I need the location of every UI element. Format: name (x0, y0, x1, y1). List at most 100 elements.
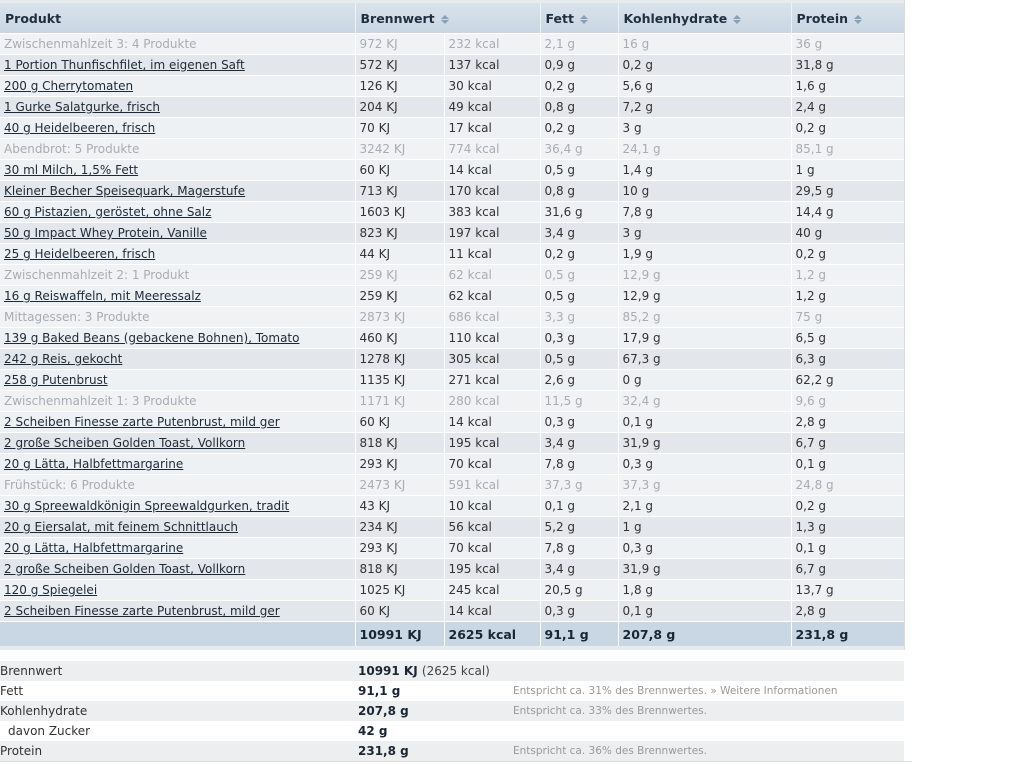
kcal-cell: 170 kcal (443, 180, 541, 202)
carbs-cell: 0,3 g (617, 537, 792, 559)
kcal-cell: 70 kcal (443, 453, 541, 475)
fat-cell: 7,8 g (539, 453, 619, 475)
summary-energy-value: 10991 KJ (2625 kcal) (358, 661, 490, 681)
header-protein[interactable]: Protein (790, 3, 905, 34)
kj-cell: 818 KJ (354, 558, 444, 580)
kj-cell: 259 KJ (354, 285, 444, 307)
table-row: 30 g Spreewaldkönigin Spreewaldgurken, t… (0, 495, 905, 517)
product-cell: 40 g Heidelbeeren, frisch (0, 117, 355, 139)
product-link[interactable]: Kleiner Becher Speisequark, Magerstufe (4, 184, 246, 198)
product-link[interactable]: 120 g Spiegelei (4, 583, 98, 597)
table-row: 60 g Pistazien, geröstet, ohne Salz 1603 … (0, 201, 905, 223)
protein-cell: 9,6 g (790, 390, 905, 412)
product-link[interactable]: 2 Scheiben Finesse zarte Putenbrust, mil… (4, 415, 280, 429)
product-link[interactable]: 16 g Reiswaffeln, mit Meeressalz (4, 289, 201, 303)
fat-cell: 2,6 g (539, 369, 619, 391)
kcal-cell: 195 kcal (443, 558, 541, 580)
sort-arrows-icon[interactable] (733, 14, 742, 24)
product-link[interactable]: 200 g Cherrytomaten (4, 79, 134, 93)
carbs-cell: 10 g (617, 180, 792, 202)
carbs-cell: 67,3 g (617, 348, 792, 370)
product-link[interactable]: 25 g Heidelbeeren, frisch (4, 247, 156, 261)
protein-cell: 1,2 g (790, 285, 905, 307)
protein-cell: 6,3 g (790, 348, 905, 370)
product-link[interactable]: 258 g Putenbrust (4, 373, 108, 387)
summary-carbs-label: Kohlenhydrate (0, 704, 88, 718)
header-product[interactable]: Produkt (0, 3, 355, 34)
protein-cell: 1,3 g (790, 516, 905, 538)
header-energy[interactable]: Brennwert (354, 3, 541, 34)
product-link[interactable]: 2 Scheiben Finesse zarte Putenbrust, mil… (4, 604, 280, 618)
product-cell: 2 Scheiben Finesse zarte Putenbrust, mil… (0, 411, 355, 433)
header-energy-label: Brennwert (360, 10, 435, 26)
kj-cell: 572 KJ (354, 54, 444, 76)
protein-cell: 6,5 g (790, 327, 905, 349)
total-protein: 231,8 g (790, 621, 905, 646)
product-link[interactable]: 139 g Baked Beans (gebackene Bohnen), To… (4, 331, 300, 345)
summary-carbs-value: 207,8 g (358, 704, 409, 718)
kcal-cell: 197 kcal (443, 222, 541, 244)
product-link[interactable]: 242 g Reis, gekocht (4, 352, 123, 366)
summary-protein-value: 231,8 g (358, 744, 409, 758)
kj-cell: 60 KJ (354, 411, 444, 433)
summary-protein-row: Protein 231,8 g Entspricht ca. 36% des B… (0, 741, 904, 761)
product-link[interactable]: 1 Portion Thunfischfilet, im eigenen Saf… (4, 58, 245, 72)
carbs-cell: 31,9 g (617, 558, 792, 580)
product-link[interactable]: 20 g Lätta, Halbfettmargarine (4, 457, 184, 471)
product-link[interactable]: 2 große Scheiben Golden Toast, Vollkorn (4, 562, 246, 576)
carbs-cell: 12,9 g (617, 285, 792, 307)
meal-group-label: Mittagessen: 3 Produkte (4, 310, 150, 324)
product-link[interactable]: 20 g Lätta, Halbfettmargarine (4, 541, 184, 555)
product-link[interactable]: 2 große Scheiben Golden Toast, Vollkorn (4, 436, 246, 450)
fat-cell: 0,8 g (539, 180, 619, 202)
sort-arrows-icon[interactable] (440, 14, 449, 24)
fat-cell: 31,6 g (539, 201, 619, 223)
sort-arrows-icon[interactable] (579, 14, 588, 24)
kj-cell: 1171 KJ (354, 390, 444, 412)
header-carbs[interactable]: Kohlenhydrate (617, 3, 792, 34)
kcal-cell: 62 kcal (443, 264, 541, 286)
carbs-cell: 12,9 g (617, 264, 792, 286)
product-link[interactable]: 20 g Eiersalat, mit feinem Schnittlauch (4, 520, 239, 534)
kcal-cell: 17 kcal (443, 117, 541, 139)
sort-arrows-icon[interactable] (854, 14, 863, 24)
protein-cell: 31,8 g (790, 54, 905, 76)
table-row: 50 g Impact Whey Protein, Vanille 823 KJ 1… (0, 222, 905, 244)
carbs-cell: 37,3 g (617, 474, 792, 496)
protein-cell: 0,1 g (790, 453, 905, 475)
carbs-cell: 85,2 g (617, 306, 792, 328)
meal-group-label: Zwischenmahlzeit 3: 4 Produkte (4, 37, 197, 51)
protein-cell: 0,2 g (790, 117, 905, 139)
more-info-link[interactable]: » Weitere Informationen (710, 685, 838, 697)
carbs-cell: 0 g (617, 369, 792, 391)
summary-protein-note: Entspricht ca. 36% des Brennwertes. (513, 745, 707, 757)
product-link[interactable]: 30 g Spreewaldkönigin Spreewaldgurken, t… (4, 499, 290, 513)
product-cell: 1 Gurke Salatgurke, frisch (0, 96, 355, 118)
header-fat[interactable]: Fett (539, 3, 619, 34)
protein-cell: 62,2 g (790, 369, 905, 391)
table-row: 40 g Heidelbeeren, frisch 70 KJ 17 kcal 0,2… (0, 117, 905, 139)
product-link[interactable]: 40 g Heidelbeeren, frisch (4, 121, 156, 135)
nutrition-table: Produkt Brennwert Fett Kohlenhydrate Pro… (0, 3, 905, 646)
carbs-cell: 0,3 g (617, 453, 792, 475)
nutrition-panel: Produkt Brennwert Fett Kohlenhydrate Pro… (0, 0, 905, 650)
table-row: 2 große Scheiben Golden Toast, Vollkorn 8… (0, 558, 905, 580)
summary-energy-kcal: (2625 kcal) (421, 664, 490, 678)
product-cell: 139 g Baked Beans (gebackene Bohnen), To… (0, 327, 355, 349)
product-cell: 20 g Lätta, Halbfettmargarine (0, 537, 355, 559)
product-link[interactable]: 60 g Pistazien, geröstet, ohne Salz (4, 205, 212, 219)
product-link[interactable]: 1 Gurke Salatgurke, frisch (4, 100, 161, 114)
fat-cell: 0,5 g (539, 159, 619, 181)
table-row: Kleiner Becher Speisequark, Magerstufe 71… (0, 180, 905, 202)
product-link[interactable]: 30 ml Milch, 1,5% Fett (4, 163, 139, 177)
summary-carbs-note: Entspricht ca. 33% des Brennwertes. (513, 705, 707, 717)
product-link[interactable]: 50 g Impact Whey Protein, Vanille (4, 226, 207, 240)
summary-fat-note: Entspricht ca. 31% des Brennwertes. » We… (513, 681, 838, 701)
protein-cell: 6,7 g (790, 432, 905, 454)
carbs-cell: 7,2 g (617, 96, 792, 118)
kcal-cell: 245 kcal (443, 579, 541, 601)
kj-cell: 293 KJ (354, 537, 444, 559)
kj-cell: 823 KJ (354, 222, 444, 244)
